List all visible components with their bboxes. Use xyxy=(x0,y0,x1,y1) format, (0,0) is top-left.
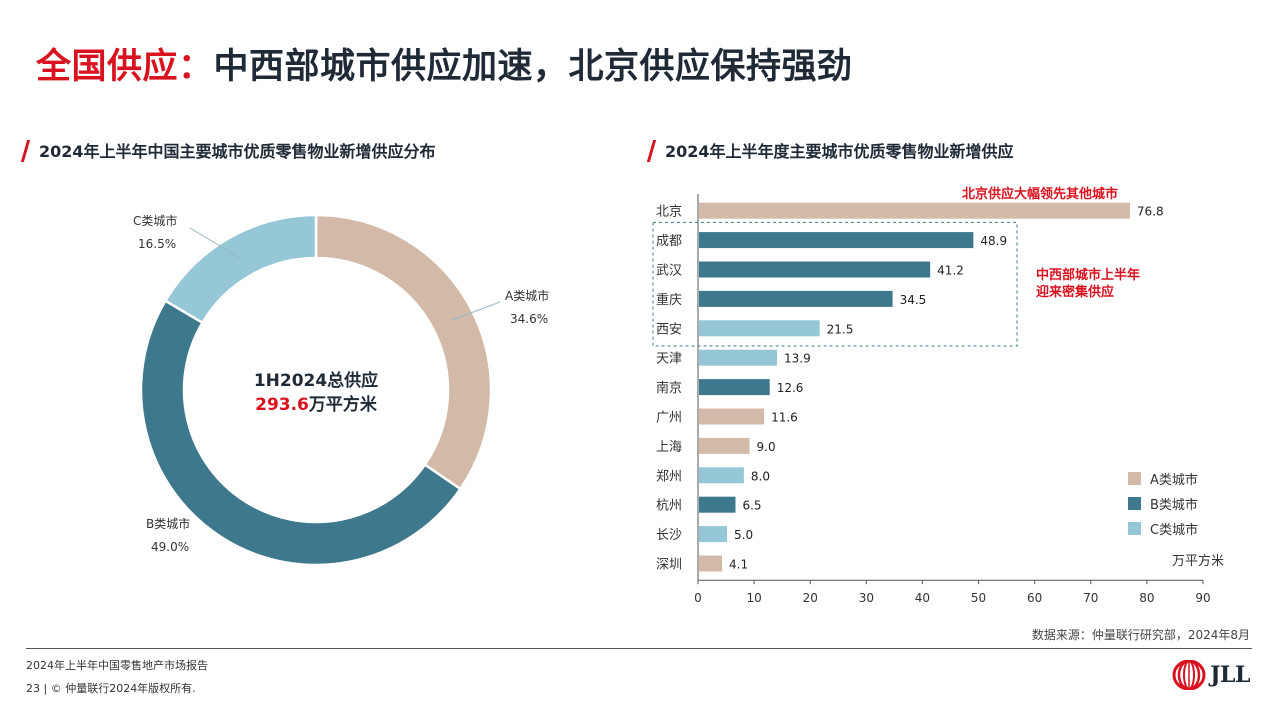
x-tick-label: 60 xyxy=(1027,591,1042,605)
slash-marker-icon xyxy=(20,140,31,162)
donut-center-title: 1H2024总供应 xyxy=(254,370,378,391)
bar-11 xyxy=(699,526,728,543)
donut-percent-label: 16.5% xyxy=(138,237,176,251)
donut-slice-a xyxy=(314,213,493,491)
donut-category-label: C类城市 xyxy=(133,213,177,228)
bar-value-label: 9.0 xyxy=(757,440,776,454)
bar-category-label: 深圳 xyxy=(656,558,682,573)
data-source: 数据来源：仲量联行研究部，2024年8月 xyxy=(1031,628,1250,642)
bar-value-label: 5.0 xyxy=(734,528,753,542)
bar-category-label: 重庆 xyxy=(656,292,682,308)
bar-8 xyxy=(699,437,750,454)
report-name: 2024年上半年中国零售地产市场报告 xyxy=(26,659,208,672)
bar-value-label: 6.5 xyxy=(742,499,761,513)
bar-1 xyxy=(699,232,974,249)
bar-value-label: 41.2 xyxy=(937,264,964,278)
bar-category-label: 南京 xyxy=(656,380,682,396)
legend-swatch-a xyxy=(1128,472,1141,485)
legend-item-b: B类城市 xyxy=(1128,491,1198,516)
bar-10 xyxy=(699,496,736,513)
donut-slice-c xyxy=(163,213,318,325)
highlight-box-central-cities xyxy=(652,221,1018,347)
left-subtitle-text: 2024年上半年中国主要城市优质零售物业新增供应分布 xyxy=(39,142,436,161)
logo-text: JLL xyxy=(1210,662,1250,688)
legend-label-a: A类城市 xyxy=(1150,473,1198,488)
bar-category-label: 北京 xyxy=(656,205,682,220)
bar-9 xyxy=(699,467,744,484)
bar-7 xyxy=(699,408,765,425)
legend-label-b: B类城市 xyxy=(1150,498,1198,513)
bar-category-label: 上海 xyxy=(656,440,682,455)
bar-category-label: 广州 xyxy=(656,411,682,426)
bar-value-label: 4.1 xyxy=(729,558,748,572)
donut-center-value: 293.6万平方米 xyxy=(255,394,378,415)
bar-value-label: 12.6 xyxy=(777,381,804,395)
bar-6 xyxy=(699,379,770,396)
right-chart-subtitle: 2024年上半年度主要城市优质零售物业新增供应 xyxy=(646,138,1014,162)
right-subtitle-text: 2024年上半年度主要城市优质零售物业新增供应 xyxy=(665,142,1014,161)
bar-value-label: 21.5 xyxy=(827,322,854,336)
jll-flame-icon xyxy=(1172,660,1206,690)
x-tick-label: 30 xyxy=(859,591,874,605)
bar-category-label: 长沙 xyxy=(656,528,682,543)
x-tick-label: 20 xyxy=(803,591,818,605)
page-title-rest: 中西部城市供应加速，北京供应保持强劲 xyxy=(213,47,853,87)
donut-percent-label: 49.0% xyxy=(151,540,189,554)
bar-value-label: 76.8 xyxy=(1137,205,1164,219)
bar-12 xyxy=(699,555,723,572)
donut-percent-label: 34.6% xyxy=(510,312,548,326)
x-tick-label: 40 xyxy=(915,591,930,605)
x-tick-label: 0 xyxy=(694,591,702,605)
bar-value-label: 11.6 xyxy=(771,411,798,425)
legend-swatch-b xyxy=(1128,497,1141,510)
bar-5 xyxy=(699,349,777,366)
page-title-highlight: 全国供应： xyxy=(36,47,214,87)
bar-chart: 0 10 20 30 40 50 60 70 80 90 北京 76.8 成都 48.9 武汉 41.2 重庆 3… xyxy=(652,194,1211,605)
donut-slice-b xyxy=(139,299,463,567)
footer-divider xyxy=(26,648,1252,649)
x-tick-label: 80 xyxy=(1139,591,1154,605)
legend-item-a: A类城市 xyxy=(1128,466,1198,491)
legend-item-c: C类城市 xyxy=(1128,516,1198,541)
x-tick-label: 50 xyxy=(971,591,986,605)
bar-value-label: 13.9 xyxy=(784,352,811,366)
page-title: 全国供应：中西部城市供应加速，北京供应保持强劲 xyxy=(36,38,853,89)
bar-category-label: 天津 xyxy=(656,352,682,367)
slash-marker-icon xyxy=(646,140,657,162)
bar-3 xyxy=(699,290,893,307)
copyright: 23 | © 仲量联行2024年版权所有. xyxy=(26,682,196,695)
annotation-central-line2: 迎来密集供应 xyxy=(1036,285,1115,300)
legend-label-c: C类城市 xyxy=(1150,523,1199,538)
unit-label: 万平方米 xyxy=(1172,554,1225,569)
bar-category-label: 杭州 xyxy=(656,499,682,514)
donut-leader-line xyxy=(451,301,501,321)
bar-category-label: 成都 xyxy=(656,234,682,249)
bar-category-label: 武汉 xyxy=(656,264,682,279)
donut-category-label: B类城市 xyxy=(146,516,190,531)
legend: A类城市 B类城市 C类城市 xyxy=(1128,466,1198,541)
legend-swatch-c xyxy=(1128,522,1141,535)
x-tick-label: 90 xyxy=(1195,591,1210,605)
bar-value-label: 48.9 xyxy=(980,234,1007,248)
annotation-beijing: 北京供应大幅领先其他城市 xyxy=(962,187,1119,202)
x-tick-label: 70 xyxy=(1083,591,1098,605)
donut-chart: A类城市 34.6% B类城市 49.0% C类城市 16.5% 1H2024总供应 293.… xyxy=(133,213,549,567)
left-chart-subtitle: 2024年上半年中国主要城市优质零售物业新增供应分布 xyxy=(20,138,436,162)
annotation-central-line1: 中西部城市上半年 xyxy=(1036,268,1141,283)
jll-logo: JLL xyxy=(1172,660,1250,690)
bar-category-label: 郑州 xyxy=(656,469,682,484)
donut-category-label: A类城市 xyxy=(505,288,549,303)
bar-4 xyxy=(699,320,820,337)
bar-value-label: 8.0 xyxy=(751,469,770,483)
bar-0 xyxy=(699,202,1130,219)
bar-value-label: 34.5 xyxy=(900,293,927,307)
x-tick-label: 10 xyxy=(746,591,761,605)
annotation-central-cities: 中西部城市上半年 迎来密集供应 xyxy=(1036,267,1140,301)
bar-2 xyxy=(699,261,931,278)
bar-category-label: 西安 xyxy=(656,322,682,337)
donut-leader-line xyxy=(189,227,241,259)
